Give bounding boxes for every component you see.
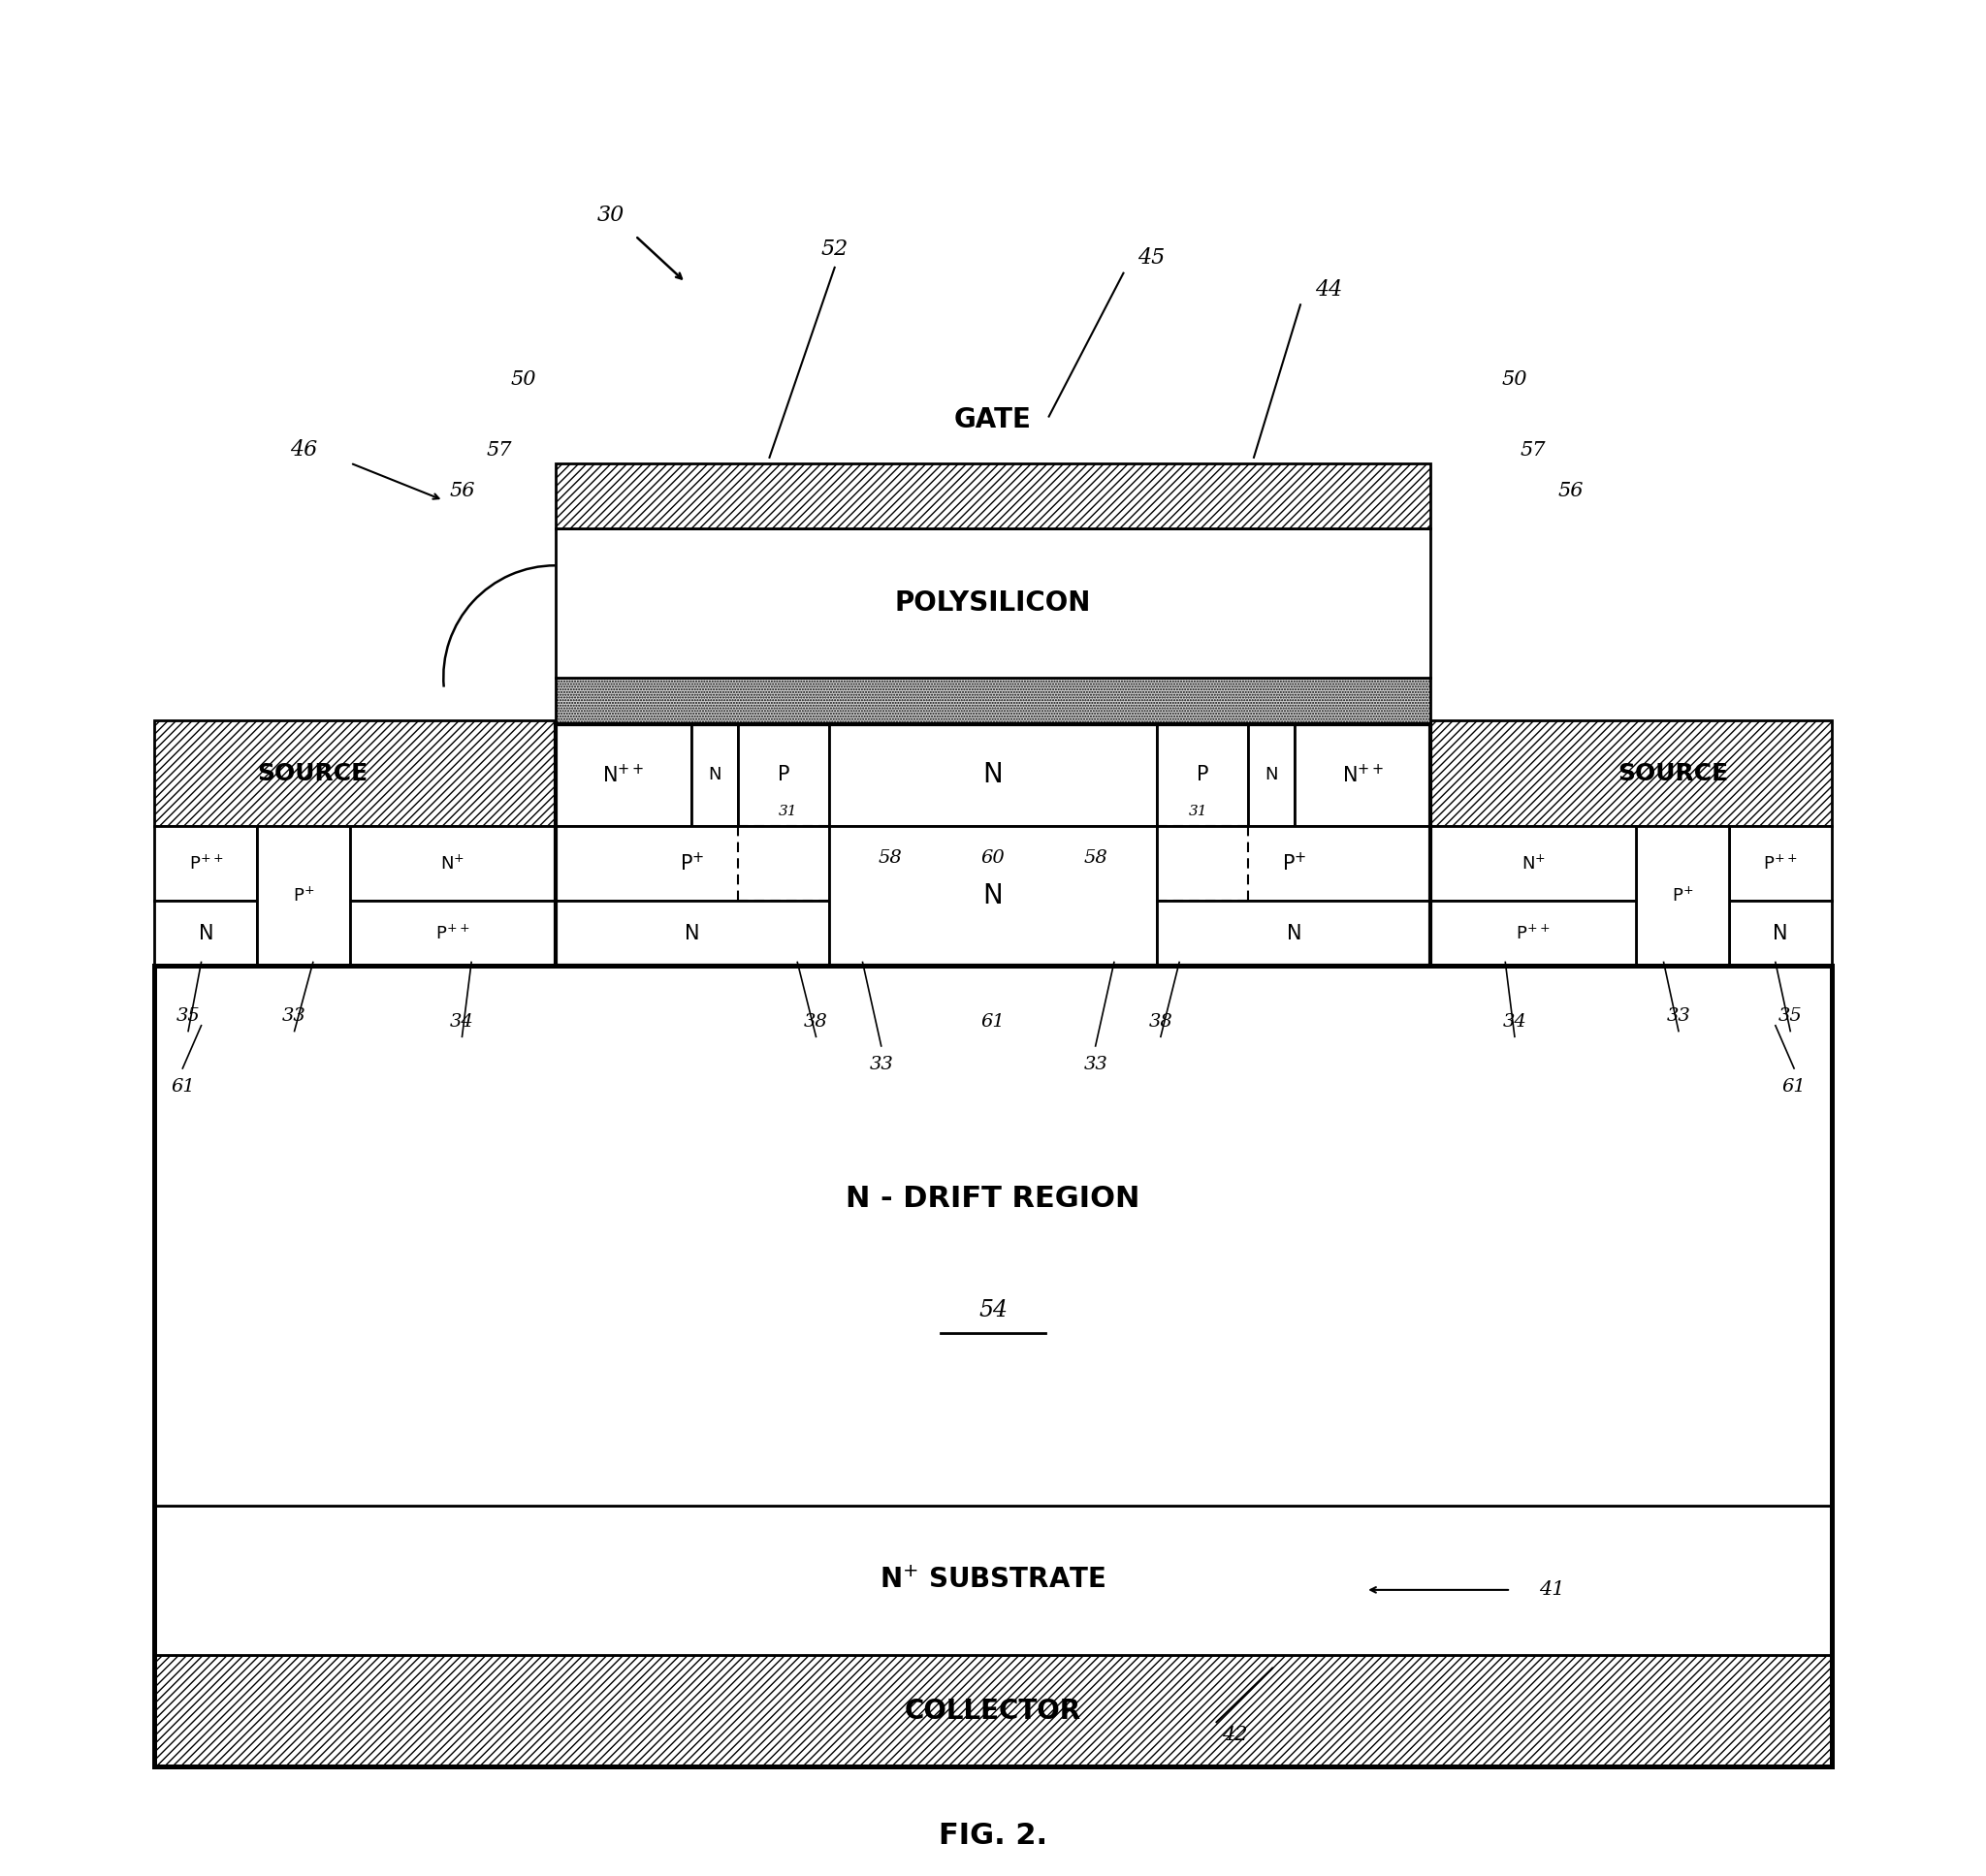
Text: 38: 38	[1148, 1013, 1172, 1030]
Text: 50: 50	[510, 370, 536, 388]
Bar	[556, 463, 1430, 529]
Bar	[1249, 724, 1295, 825]
Text: 54: 54	[979, 1300, 1007, 1323]
Bar	[1158, 825, 1430, 900]
Text: 42: 42	[1221, 1726, 1247, 1745]
Bar	[256, 825, 350, 966]
Text: FIG. 2.: FIG. 2.	[939, 1822, 1047, 1850]
Text: COLLECTOR: COLLECTOR	[906, 1698, 1080, 1724]
Text: 31: 31	[779, 805, 798, 818]
Text: 35: 35	[1777, 1007, 1803, 1024]
Text: 35: 35	[177, 1007, 201, 1024]
Text: 38: 38	[804, 1013, 828, 1030]
Text: P: P	[1196, 765, 1209, 784]
Text: 33: 33	[1666, 1007, 1690, 1024]
Bar	[556, 900, 828, 966]
Text: 61: 61	[1781, 1079, 1805, 1096]
Text: 41: 41	[1539, 1581, 1565, 1598]
Text: 61: 61	[981, 1013, 1005, 1030]
Bar	[828, 724, 1158, 825]
Text: N: N	[199, 923, 213, 944]
Text: P$^{+}$: P$^{+}$	[1281, 852, 1307, 874]
Text: N$^{++}$: N$^{++}$	[602, 764, 643, 786]
Text: N$^{+}$ SUBSTRATE: N$^{+}$ SUBSTRATE	[880, 1566, 1106, 1595]
Bar	[556, 724, 1430, 966]
Text: 33: 33	[282, 1007, 306, 1024]
Bar	[1430, 900, 1636, 966]
Bar	[1158, 900, 1430, 966]
Text: 33: 33	[1084, 1056, 1108, 1073]
Bar	[1636, 825, 1730, 966]
Text: P$^{++}$: P$^{++}$	[1764, 854, 1797, 872]
Text: 50: 50	[1501, 370, 1527, 388]
Text: P$^{++}$: P$^{++}$	[189, 854, 222, 872]
Bar	[1295, 724, 1430, 825]
Bar	[350, 825, 556, 900]
Text: N - DRIFT REGION: N - DRIFT REGION	[846, 1186, 1140, 1212]
Bar	[1430, 720, 1831, 825]
Text: SOURCE: SOURCE	[1619, 762, 1728, 786]
Text: 46: 46	[290, 439, 318, 461]
Text: 30: 30	[598, 204, 626, 225]
Text: P$^{++}$: P$^{++}$	[1515, 925, 1551, 944]
Text: N: N	[983, 882, 1003, 910]
Bar	[155, 1506, 1831, 1655]
Text: 45: 45	[1138, 248, 1166, 268]
Bar	[155, 825, 256, 900]
Text: N: N	[1773, 923, 1787, 944]
Bar	[691, 724, 737, 825]
Bar	[556, 677, 1430, 724]
Bar	[556, 825, 828, 900]
Text: 60: 60	[981, 850, 1005, 867]
Text: 31: 31	[1188, 805, 1207, 818]
Text: N: N	[983, 762, 1003, 788]
Text: SOURCE: SOURCE	[258, 762, 367, 786]
Text: N: N	[1287, 923, 1301, 944]
Bar	[828, 825, 1158, 966]
Text: N$^{++}$: N$^{++}$	[1343, 764, 1384, 786]
Text: N$^{+}$: N$^{+}$	[441, 854, 465, 872]
Text: 34: 34	[451, 1013, 475, 1030]
Text: 61: 61	[171, 1079, 195, 1096]
Text: N: N	[685, 923, 699, 944]
Text: N$^{+}$: N$^{+}$	[1521, 854, 1545, 872]
Bar	[155, 1655, 1831, 1767]
Bar	[155, 966, 1831, 1506]
Bar	[155, 720, 556, 825]
Text: P: P	[777, 765, 790, 784]
Bar	[155, 900, 256, 966]
Bar	[1430, 825, 1636, 900]
Text: 44: 44	[1315, 280, 1343, 300]
Text: 34: 34	[1503, 1013, 1527, 1030]
Text: GATE: GATE	[953, 407, 1033, 433]
Bar	[737, 724, 828, 825]
Text: 52: 52	[820, 238, 848, 259]
Bar	[556, 724, 691, 825]
Text: P$^{+}$: P$^{+}$	[679, 852, 705, 874]
Bar	[556, 529, 1430, 677]
Bar	[1730, 825, 1831, 900]
Text: 57: 57	[487, 441, 512, 460]
Text: N: N	[707, 765, 721, 784]
Bar	[1730, 900, 1831, 966]
Text: P$^{+}$: P$^{+}$	[1672, 887, 1694, 906]
Text: 56: 56	[449, 482, 475, 501]
Text: 56: 56	[1557, 482, 1583, 501]
Text: 57: 57	[1521, 441, 1547, 460]
Text: P$^{+}$: P$^{+}$	[292, 887, 314, 906]
Text: N: N	[1265, 765, 1279, 784]
Text: P$^{++}$: P$^{++}$	[435, 925, 471, 944]
Text: 58: 58	[1084, 850, 1108, 867]
Text: 33: 33	[870, 1056, 894, 1073]
Bar	[155, 966, 1831, 1767]
Bar	[1158, 724, 1249, 825]
Bar	[350, 900, 556, 966]
Text: 58: 58	[878, 850, 902, 867]
Text: POLYSILICON: POLYSILICON	[896, 589, 1090, 617]
